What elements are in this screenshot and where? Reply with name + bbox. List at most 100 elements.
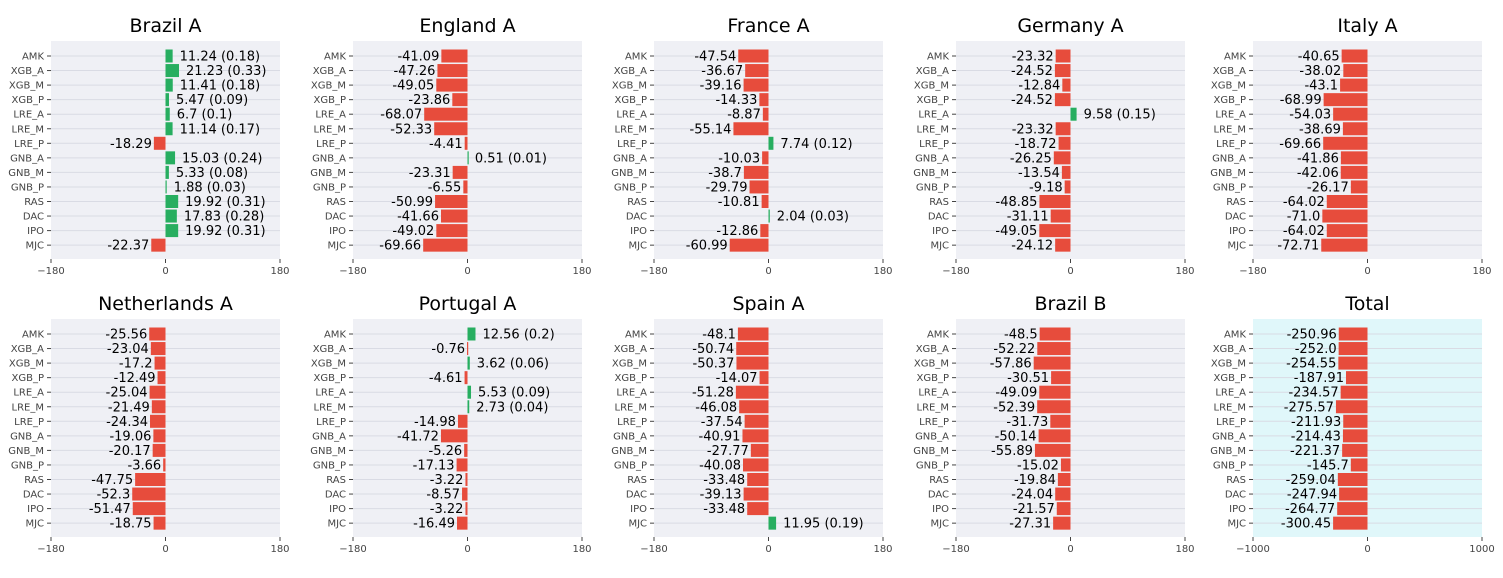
bar-mjc	[729, 238, 769, 252]
data-label: -18.75	[110, 517, 152, 532]
bar-xgb-m	[1338, 356, 1368, 370]
data-label: -20.17	[109, 444, 151, 459]
y-tick-label: LRE_P	[316, 417, 346, 428]
bar-xgb-m	[1340, 78, 1368, 92]
y-tick-label: GNB_A	[10, 153, 44, 164]
y-tick-label: MJC	[327, 519, 346, 530]
y-tick-label: MJC	[25, 519, 44, 530]
y-tick-label: XGB_M	[914, 359, 949, 370]
data-label: -12.84	[1018, 79, 1060, 94]
bar-xgb-a	[1338, 342, 1368, 356]
bar-xgb-m	[1062, 78, 1071, 92]
data-label: -40.08	[699, 458, 741, 473]
data-label: -211.93	[1291, 415, 1341, 430]
bar-gnb-a	[1340, 151, 1368, 165]
data-label: -17.2	[119, 357, 153, 372]
y-tick-label: XGB_A	[614, 66, 647, 77]
bar-mjc	[1055, 238, 1071, 252]
data-label: 9.58 (0.15)	[1084, 108, 1156, 123]
bar-gnb-a	[1342, 429, 1368, 443]
y-tick-label: LRE_P	[919, 139, 949, 150]
x-tick-label: −180	[339, 266, 366, 277]
bar-gnb-p	[165, 180, 167, 194]
y-tick-label: AMK	[22, 330, 44, 341]
y-tick-label: GNB_P	[614, 460, 647, 471]
data-label: -49.09	[995, 386, 1037, 401]
y-tick-label: IPO	[1229, 504, 1246, 515]
bar-xgb-m	[736, 356, 769, 370]
y-tick-label: MJC	[25, 241, 44, 252]
y-tick-label: LRE_A	[616, 110, 647, 121]
y-tick-label: IPO	[630, 226, 647, 237]
data-label: -264.77	[1285, 502, 1335, 517]
data-label: -48.5	[1004, 328, 1038, 343]
bar-xgb-a	[467, 342, 469, 356]
data-label: -43.1	[1304, 79, 1338, 94]
bar-xgb-a	[1343, 64, 1368, 78]
bar-mjc	[1321, 238, 1368, 252]
chart-title: Germany A	[1017, 15, 1123, 37]
bar-xgb-m	[154, 356, 166, 370]
y-tick-label: MJC	[1227, 519, 1246, 530]
y-tick-label: LRE_A	[13, 110, 44, 121]
data-label: -24.12	[1011, 239, 1053, 254]
data-label: -40.91	[699, 429, 741, 444]
y-tick-label: DAC	[1225, 490, 1246, 501]
chart-title: Total	[1344, 293, 1389, 315]
data-label: -49.02	[392, 224, 434, 239]
x-tick-label: 0	[464, 544, 470, 555]
x-tick-label: 180	[572, 266, 591, 277]
y-tick-label: IPO	[27, 504, 44, 515]
bar-ras	[747, 473, 769, 486]
x-tick-label: −180	[37, 266, 64, 277]
data-label: -14.07	[716, 371, 758, 386]
bar-xgb-a	[745, 64, 769, 78]
y-tick-label: GNB_A	[613, 431, 647, 442]
data-label: -22.37	[107, 239, 149, 254]
data-label: -69.66	[379, 239, 421, 254]
bar-xgb-p	[1345, 371, 1368, 385]
y-tick-label: MJC	[327, 241, 346, 252]
bar-lre-m	[1037, 400, 1071, 414]
bar-xgb-p	[1323, 93, 1368, 107]
bar-xgb-p	[452, 93, 468, 107]
y-tick-label: AMK	[625, 330, 647, 341]
x-tick-label: 0	[1067, 266, 1073, 277]
data-label: 7.74 (0.12)	[780, 137, 852, 152]
bar-gnb-m	[464, 443, 468, 457]
y-tick-label: LRE_A	[1215, 388, 1246, 399]
data-label: -47.75	[91, 473, 133, 488]
y-tick-label: DAC	[928, 212, 949, 223]
bar-lre-p	[1050, 414, 1071, 428]
data-label: -3.66	[128, 458, 162, 473]
bar-lre-a	[1340, 385, 1368, 399]
chart-title: Brazil B	[1034, 293, 1106, 315]
data-label: -29.79	[706, 180, 748, 195]
data-label: -69.66	[1279, 137, 1321, 152]
bar-lre-m	[151, 400, 166, 414]
y-tick-label: DAC	[626, 490, 647, 501]
y-tick-label: XGB_M	[9, 81, 44, 92]
bar-gnb-p	[1064, 180, 1071, 194]
bar-gnb-p	[1350, 458, 1368, 472]
data-label: 19.92 (0.31)	[185, 224, 265, 239]
bar-mjc	[1053, 516, 1071, 530]
y-tick-label: XGB_M	[1211, 359, 1246, 370]
bar-lre-p	[768, 136, 774, 150]
y-tick-label: RAS	[326, 475, 346, 486]
data-label: -21.49	[108, 400, 150, 415]
bar-xgb-m	[1033, 356, 1071, 370]
x-tick-label: −180	[640, 266, 667, 277]
y-tick-label: LRE_M	[615, 402, 647, 413]
data-label: 15.03 (0.24)	[182, 151, 262, 166]
data-label: 2.04 (0.03)	[777, 210, 849, 225]
data-label: -12.49	[114, 371, 156, 386]
y-tick-label: RAS	[929, 197, 949, 208]
data-label: -57.86	[990, 357, 1032, 372]
bar-gnb-a	[467, 151, 469, 165]
bar-ipo	[747, 502, 769, 516]
data-label: -6.55	[428, 180, 462, 195]
data-label: -38.69	[1299, 122, 1341, 137]
data-label: 19.92 (0.31)	[185, 195, 265, 210]
bar-ipo	[165, 224, 179, 238]
